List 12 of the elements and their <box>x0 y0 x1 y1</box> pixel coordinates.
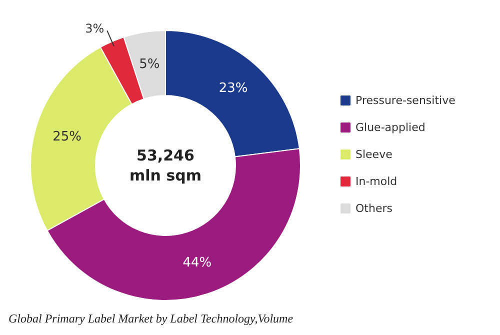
legend-label: Sleeve <box>356 148 393 161</box>
legend-label: In-mold <box>356 175 398 188</box>
text: 53,246 mln sqm <box>130 146 202 184</box>
data-label: 44% <box>182 255 212 270</box>
legend-label: Glue-applied <box>356 121 426 134</box>
data-label: 5% <box>139 56 160 72</box>
text: Global Primary Label Market by Label Technology,Volume <box>8 312 294 326</box>
data-label: 23% <box>218 81 248 96</box>
data-label: 25% <box>52 129 82 144</box>
legend-label: Pressure-sensitive <box>356 94 456 107</box>
data-label: 3% <box>85 22 104 36</box>
legend-label: Others <box>356 202 393 215</box>
